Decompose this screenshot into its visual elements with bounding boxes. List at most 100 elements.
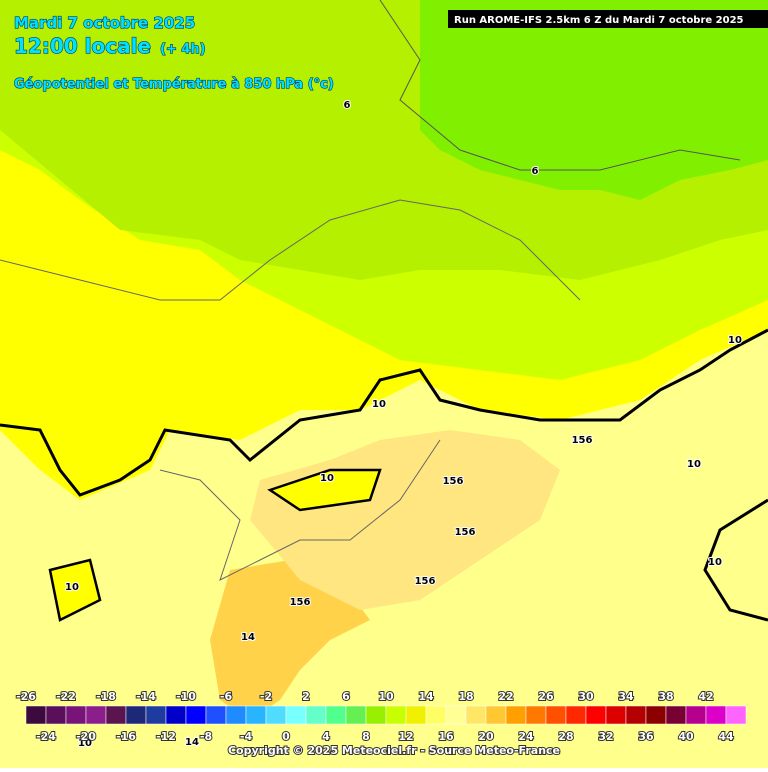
color-swatch bbox=[665, 705, 687, 725]
color-swatch bbox=[25, 705, 47, 725]
run-box bbox=[448, 10, 768, 28]
contour-label: 10 bbox=[78, 738, 92, 749]
contour-label: 10 bbox=[728, 335, 742, 346]
color-swatch bbox=[365, 705, 387, 725]
contour-label: 156 bbox=[290, 597, 311, 608]
color-swatch bbox=[185, 705, 207, 725]
color-swatch bbox=[145, 705, 167, 725]
date: Mardi 7 octobre 2025 bbox=[14, 14, 195, 32]
color-swatch bbox=[645, 705, 667, 725]
color-swatch bbox=[705, 705, 727, 725]
copyright: Copyright © 2025 Meteociel.fr - Source M… bbox=[228, 744, 560, 757]
border bbox=[159, 439, 441, 581]
legend-label: 24 bbox=[518, 730, 534, 743]
legend-label: 40 bbox=[678, 730, 694, 743]
color-swatch bbox=[225, 705, 247, 725]
color-swatch bbox=[45, 705, 67, 725]
border bbox=[379, 0, 741, 171]
color-swatch bbox=[245, 705, 267, 725]
lead: (+ 4h) bbox=[160, 42, 206, 57]
color-swatch bbox=[685, 705, 707, 725]
color-swatch bbox=[485, 705, 507, 725]
color-swatch bbox=[565, 705, 587, 725]
legend-label: 30 bbox=[578, 690, 594, 703]
legend-label: -12 bbox=[156, 730, 176, 743]
color-swatch bbox=[385, 705, 407, 725]
legend-label: 10 bbox=[378, 690, 394, 703]
legend-label: -16 bbox=[116, 730, 136, 743]
color-swatch bbox=[425, 705, 447, 725]
color-swatch bbox=[605, 705, 627, 725]
border bbox=[0, 199, 581, 301]
region-orange bbox=[210, 560, 370, 720]
legend-label: 22 bbox=[498, 690, 513, 703]
legend-label: -4 bbox=[240, 730, 253, 743]
contour-label: 10 bbox=[65, 582, 79, 593]
legend-label: 34 bbox=[618, 690, 634, 703]
legend-label: 42 bbox=[698, 690, 713, 703]
color-swatch bbox=[465, 705, 487, 725]
color-swatch bbox=[85, 705, 107, 725]
legend-label: -24 bbox=[36, 730, 56, 743]
run-info: Run AROME-IFS 2.5km 6 Z du Mardi 7 octob… bbox=[454, 15, 744, 26]
legend-label: 28 bbox=[558, 730, 573, 743]
legend-label: 20 bbox=[478, 730, 494, 743]
legend-label: 2 bbox=[302, 690, 310, 703]
legend-label: 36 bbox=[638, 730, 654, 743]
color-swatch bbox=[65, 705, 87, 725]
legend-label: -2 bbox=[260, 690, 272, 703]
contour-label: 6 bbox=[532, 166, 539, 177]
contour-label: 6 bbox=[344, 100, 351, 111]
color-swatch bbox=[445, 705, 467, 725]
color-swatch bbox=[265, 705, 287, 725]
contour-label: 10 bbox=[708, 557, 722, 568]
contour-10 bbox=[0, 328, 768, 497]
contour-label: 14 bbox=[185, 737, 199, 748]
legend-label: -8 bbox=[200, 730, 212, 743]
legend-label: 6 bbox=[342, 690, 350, 703]
contour-label: 156 bbox=[572, 435, 593, 446]
color-swatch bbox=[105, 705, 127, 725]
contour-label: 156 bbox=[443, 476, 464, 487]
legend-label: 8 bbox=[362, 730, 370, 743]
legend-label: 38 bbox=[658, 690, 673, 703]
color-swatch bbox=[625, 705, 647, 725]
legend-label: 4 bbox=[322, 730, 330, 743]
color-swatch bbox=[725, 705, 747, 725]
color-swatch bbox=[325, 705, 347, 725]
color-swatch bbox=[545, 705, 567, 725]
legend-label: -14 bbox=[136, 690, 156, 703]
color-swatch bbox=[285, 705, 307, 725]
subtitle: Géopotentiel et Température à 850 hPa (°… bbox=[14, 77, 334, 92]
legend-label: 26 bbox=[538, 690, 554, 703]
legend-label: -18 bbox=[96, 690, 116, 703]
contour-label: 156 bbox=[415, 576, 436, 587]
contour-label: 156 bbox=[455, 527, 476, 538]
legend-label: 32 bbox=[598, 730, 613, 743]
color-swatch bbox=[305, 705, 327, 725]
legend-label: 0 bbox=[282, 730, 290, 743]
legend-label: -10 bbox=[176, 690, 196, 703]
contour-label: 14 bbox=[241, 632, 255, 643]
contour-10 bbox=[48, 558, 102, 622]
contour-label: 10 bbox=[687, 459, 701, 470]
legend-label: 16 bbox=[438, 730, 454, 743]
legend-label: 14 bbox=[418, 690, 434, 703]
color-swatch bbox=[345, 705, 367, 725]
legend-label: 18 bbox=[458, 690, 473, 703]
contour-10 bbox=[703, 498, 768, 622]
legend-label: 12 bbox=[398, 730, 413, 743]
contour-10 bbox=[267, 468, 382, 512]
color-swatch bbox=[205, 705, 227, 725]
legend-label: 44 bbox=[718, 730, 734, 743]
color-swatch bbox=[505, 705, 527, 725]
legend-label: -22 bbox=[56, 690, 76, 703]
legend-label: -26 bbox=[16, 690, 36, 703]
legend-label: -20 bbox=[76, 730, 96, 743]
legend-label: -6 bbox=[220, 690, 233, 703]
contour-label: 10 bbox=[320, 473, 334, 484]
color-swatch bbox=[585, 705, 607, 725]
color-swatch bbox=[165, 705, 187, 725]
color-swatch bbox=[125, 705, 147, 725]
